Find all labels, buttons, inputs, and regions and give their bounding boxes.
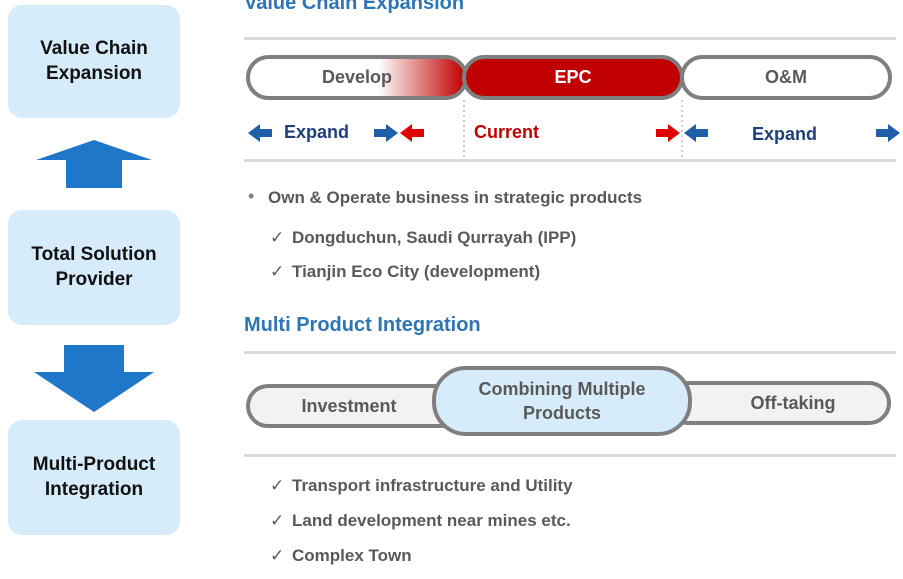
check-item: Complex Town — [270, 546, 412, 566]
up-arrow — [36, 140, 152, 188]
stage: Combining Multiple Products — [432, 366, 692, 436]
section-title: Multi Product Integration — [244, 314, 481, 336]
stage: Off-taking — [665, 381, 891, 425]
side-box: Multi-Product Integration — [8, 420, 180, 535]
flow-label: Expand — [284, 122, 350, 142]
flow-arrows — [248, 124, 900, 142]
check-item: Tianjin Eco City (development) — [270, 262, 540, 282]
flow-label: Expand — [752, 124, 818, 144]
check-item: Land development near mines etc. — [270, 511, 571, 531]
rule — [244, 454, 896, 457]
check-item: Transport infrastructure and Utility — [270, 476, 573, 496]
down-arrow — [34, 345, 154, 412]
section-title: Value Chain Expansion — [244, 0, 465, 14]
side-box: Value Chain Expansion — [8, 5, 180, 118]
rule — [244, 351, 896, 354]
check-item: Dongduchun, Saudi Qurrayah (IPP) — [270, 228, 576, 248]
rule — [244, 159, 896, 162]
stage: EPC — [462, 55, 684, 100]
rule — [244, 37, 896, 40]
side-box: Total Solution Provider — [8, 210, 180, 325]
flow-label: Current — [474, 122, 540, 142]
bullet: Own & Operate business in strategic prod… — [268, 188, 643, 207]
stage: Develop — [246, 55, 468, 100]
stage: O&M — [680, 55, 892, 100]
bullet-dot: • — [248, 186, 255, 206]
